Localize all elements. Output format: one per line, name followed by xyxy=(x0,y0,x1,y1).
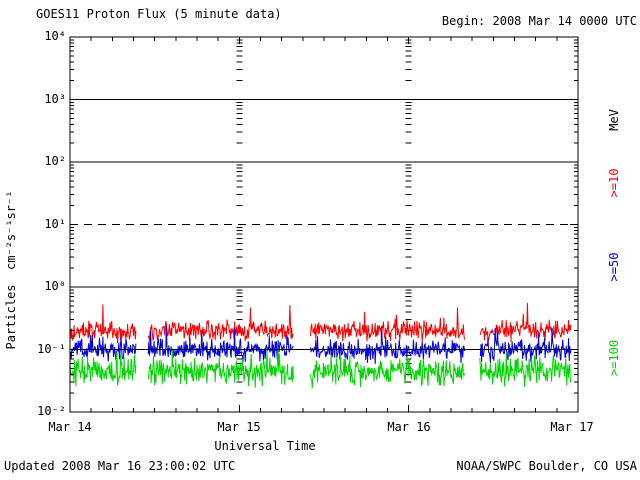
credit-label: NOAA/SWPC Boulder, CO USA xyxy=(456,459,637,473)
y-tick-1e0: 10⁰ xyxy=(44,279,66,293)
x-tick-mar14: Mar 14 xyxy=(48,420,92,434)
y-tick-1e-1: 10⁻¹ xyxy=(37,342,66,356)
chart-title: GOES11 Proton Flux (5 minute data) xyxy=(36,7,282,21)
y-tick-1e1: 10¹ xyxy=(44,217,66,231)
y-tick-1e2: 10² xyxy=(44,154,66,168)
x-tick-mar16: Mar 16 xyxy=(387,420,431,434)
updated-timestamp: Updated 2008 Mar 16 23:00:02 UTC xyxy=(4,459,236,473)
legend-ge100: >=100 xyxy=(607,339,621,377)
begin-time-label: Begin: 2008 Mar 14 0000 UTC xyxy=(441,14,637,28)
x-axis-label: Universal Time xyxy=(214,439,316,453)
y-tick-1e3: 10³ xyxy=(44,92,66,106)
x-tick-mar17: Mar 17 xyxy=(550,420,594,434)
y-axis-label: Particles cm⁻²s⁻¹sr⁻¹ xyxy=(4,190,18,350)
y-tick-1e-2: 10⁻² xyxy=(37,404,66,418)
y-tick-1e4: 10⁴ xyxy=(44,29,66,43)
x-tick-mar15: Mar 15 xyxy=(217,420,261,434)
